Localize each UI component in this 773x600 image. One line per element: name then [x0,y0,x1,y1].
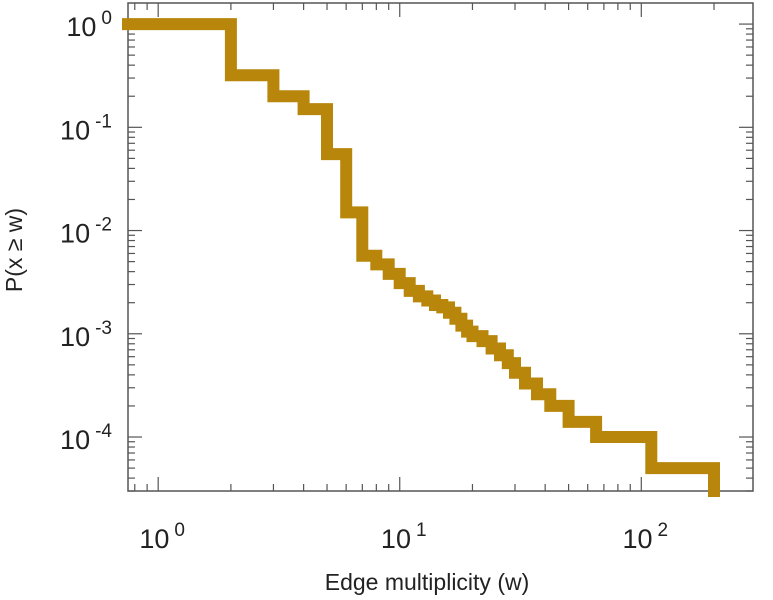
plot-frame [127,2,754,492]
y-tick-label: 10 -1 [60,111,112,145]
x-axis-label: Edge multiplicity (w) [325,569,530,595]
x-tick-label: 10 2 [622,520,668,554]
y-tick-label: 10 -2 [60,215,112,249]
y-tick-label: 10 0 [66,8,112,42]
series-step-line [122,18,720,497]
x-tick-label: 10 0 [139,520,185,554]
y-tick-label: 10 -4 [60,421,112,455]
axis-tick-labels: 10 0 10 1 10 2 10 0 10 -1 10 -2 10 -3 10 -4 [60,8,668,554]
axis-ticks [128,3,753,492]
y-axis-label: P(x ≥ w) [1,208,27,292]
y-tick-label: 10 -3 [60,318,112,352]
x-tick-label: 10 1 [381,520,427,554]
